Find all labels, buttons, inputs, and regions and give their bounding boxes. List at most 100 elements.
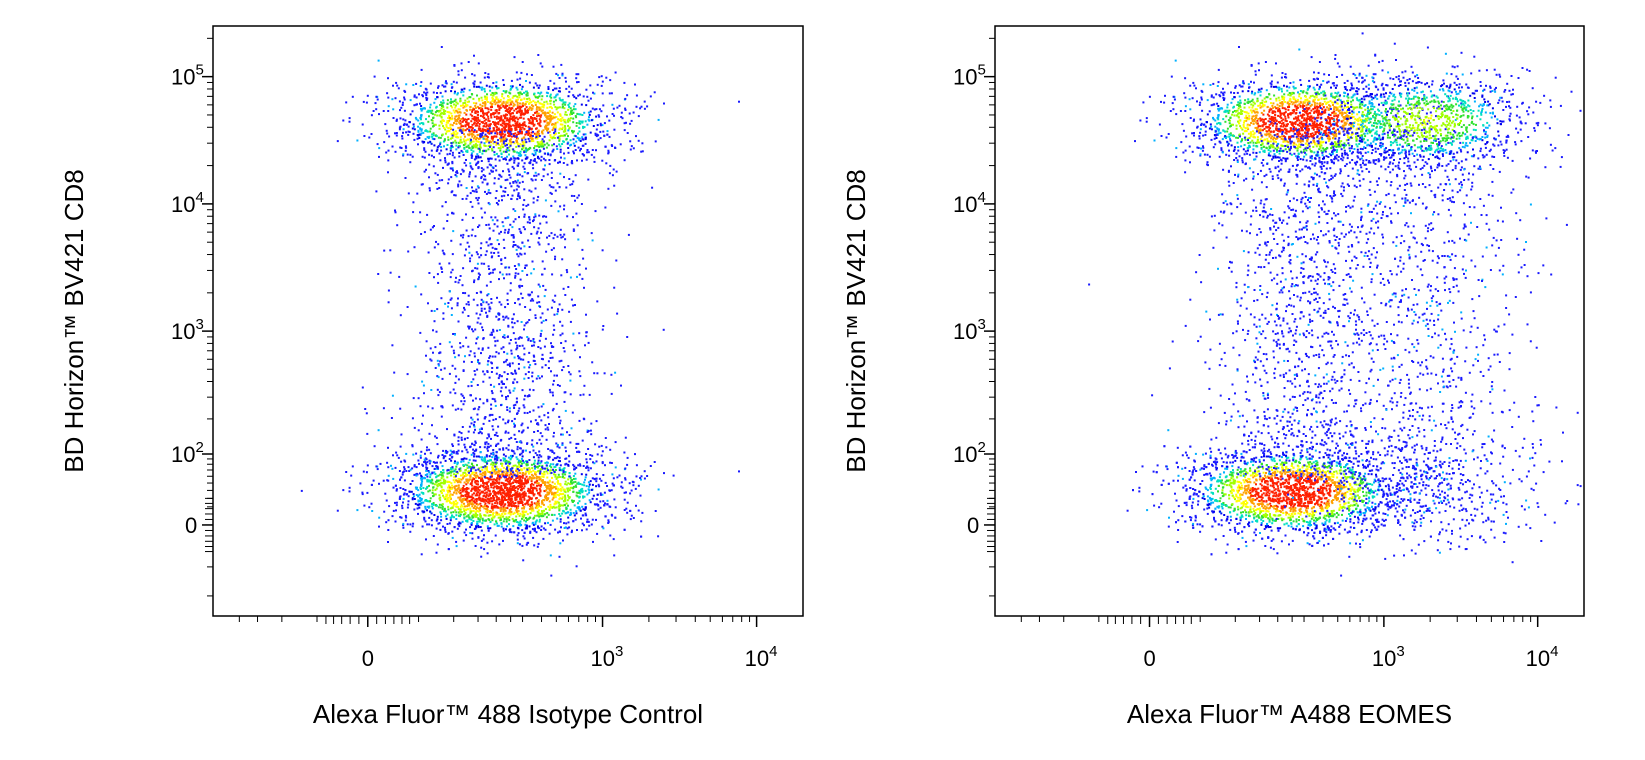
event-dot <box>543 168 546 171</box>
event-dot <box>528 477 530 480</box>
event-dot <box>547 115 550 118</box>
event-dot <box>479 143 482 146</box>
event-dot <box>551 144 554 147</box>
event-dot <box>429 103 432 106</box>
event-dot <box>489 140 492 143</box>
event-dot <box>444 479 447 482</box>
event-dot <box>524 112 527 115</box>
event-dot <box>573 144 576 147</box>
event-dot <box>507 194 509 197</box>
event-dot <box>522 510 525 513</box>
event-dot <box>481 152 484 155</box>
event-dot <box>448 484 451 487</box>
event-dot <box>574 304 576 306</box>
event-dot <box>520 524 523 526</box>
event-dot <box>541 103 544 106</box>
event-dot <box>489 114 492 117</box>
event-dot <box>476 113 479 116</box>
event-dot <box>496 122 499 125</box>
event-dot <box>445 500 448 503</box>
event-dot <box>524 103 527 106</box>
event-dot <box>491 540 494 543</box>
event-dot <box>474 498 477 501</box>
event-dot <box>571 131 574 134</box>
event-dot <box>583 484 586 487</box>
event-dot <box>559 114 562 117</box>
event-dot <box>546 472 549 475</box>
event-dot <box>626 132 629 134</box>
event-dot <box>501 122 504 125</box>
event-dot <box>516 458 519 461</box>
event-dot <box>454 475 457 478</box>
event-dot <box>484 175 487 178</box>
event-dot <box>564 498 567 501</box>
event-dot <box>477 536 480 539</box>
event-dot <box>395 118 398 121</box>
event-dot <box>587 151 590 154</box>
event-dot <box>438 503 441 506</box>
event-dot <box>581 529 583 532</box>
event-dot <box>502 126 505 129</box>
event-dot <box>562 162 565 164</box>
event-dot <box>495 513 498 516</box>
event-dot <box>472 140 475 143</box>
event-dot <box>450 502 453 505</box>
event-dot <box>574 103 577 106</box>
event-dot <box>511 326 514 329</box>
event-dot <box>477 488 480 491</box>
event-dot <box>560 63 563 66</box>
event-dot <box>536 130 539 133</box>
event-dot <box>425 463 428 466</box>
event-dot <box>502 138 505 141</box>
event-dot <box>459 138 462 141</box>
event-dot <box>478 498 481 501</box>
event-dot <box>435 504 438 507</box>
event-dot <box>504 150 507 153</box>
event-dot <box>635 464 638 467</box>
event-dot <box>536 510 539 513</box>
event-dot <box>548 532 551 535</box>
event-dot <box>444 132 447 135</box>
event-dot <box>468 133 471 136</box>
event-dot <box>486 511 489 514</box>
event-dot <box>623 159 626 162</box>
event-dot <box>476 474 478 477</box>
event-dot <box>412 125 415 128</box>
event-dot <box>473 478 476 480</box>
event-dot <box>602 474 605 476</box>
event-dot <box>476 267 479 270</box>
event-dot <box>490 331 493 334</box>
event-dot <box>513 452 516 455</box>
event-dot <box>411 498 414 501</box>
event-dot <box>481 522 484 525</box>
event-dot <box>529 476 532 479</box>
event-dot <box>515 397 518 400</box>
event-dot <box>486 525 489 528</box>
event-dot <box>515 71 518 74</box>
event-dot <box>456 110 459 113</box>
event-dot <box>513 407 516 409</box>
event-dot <box>491 102 494 105</box>
event-dot <box>442 482 445 485</box>
event-dot <box>581 505 584 508</box>
event-dot <box>424 499 427 502</box>
event-dot <box>477 455 480 458</box>
event-dot <box>474 479 477 482</box>
event-dot <box>558 467 561 469</box>
event-dot <box>557 74 559 77</box>
event-dot <box>534 521 537 524</box>
event-dot <box>552 495 555 498</box>
event-dot <box>514 94 517 97</box>
event-dot <box>457 117 460 120</box>
event-dot <box>600 75 603 78</box>
event-dot <box>487 510 490 513</box>
event-dot <box>492 483 495 486</box>
event-dot <box>487 527 490 530</box>
event-dot <box>484 456 486 459</box>
event-dot <box>427 137 430 139</box>
event-dot <box>434 480 437 483</box>
event-dot <box>469 474 472 477</box>
event-dot <box>479 506 482 509</box>
event-dot <box>524 479 527 482</box>
event-dot <box>430 142 433 145</box>
